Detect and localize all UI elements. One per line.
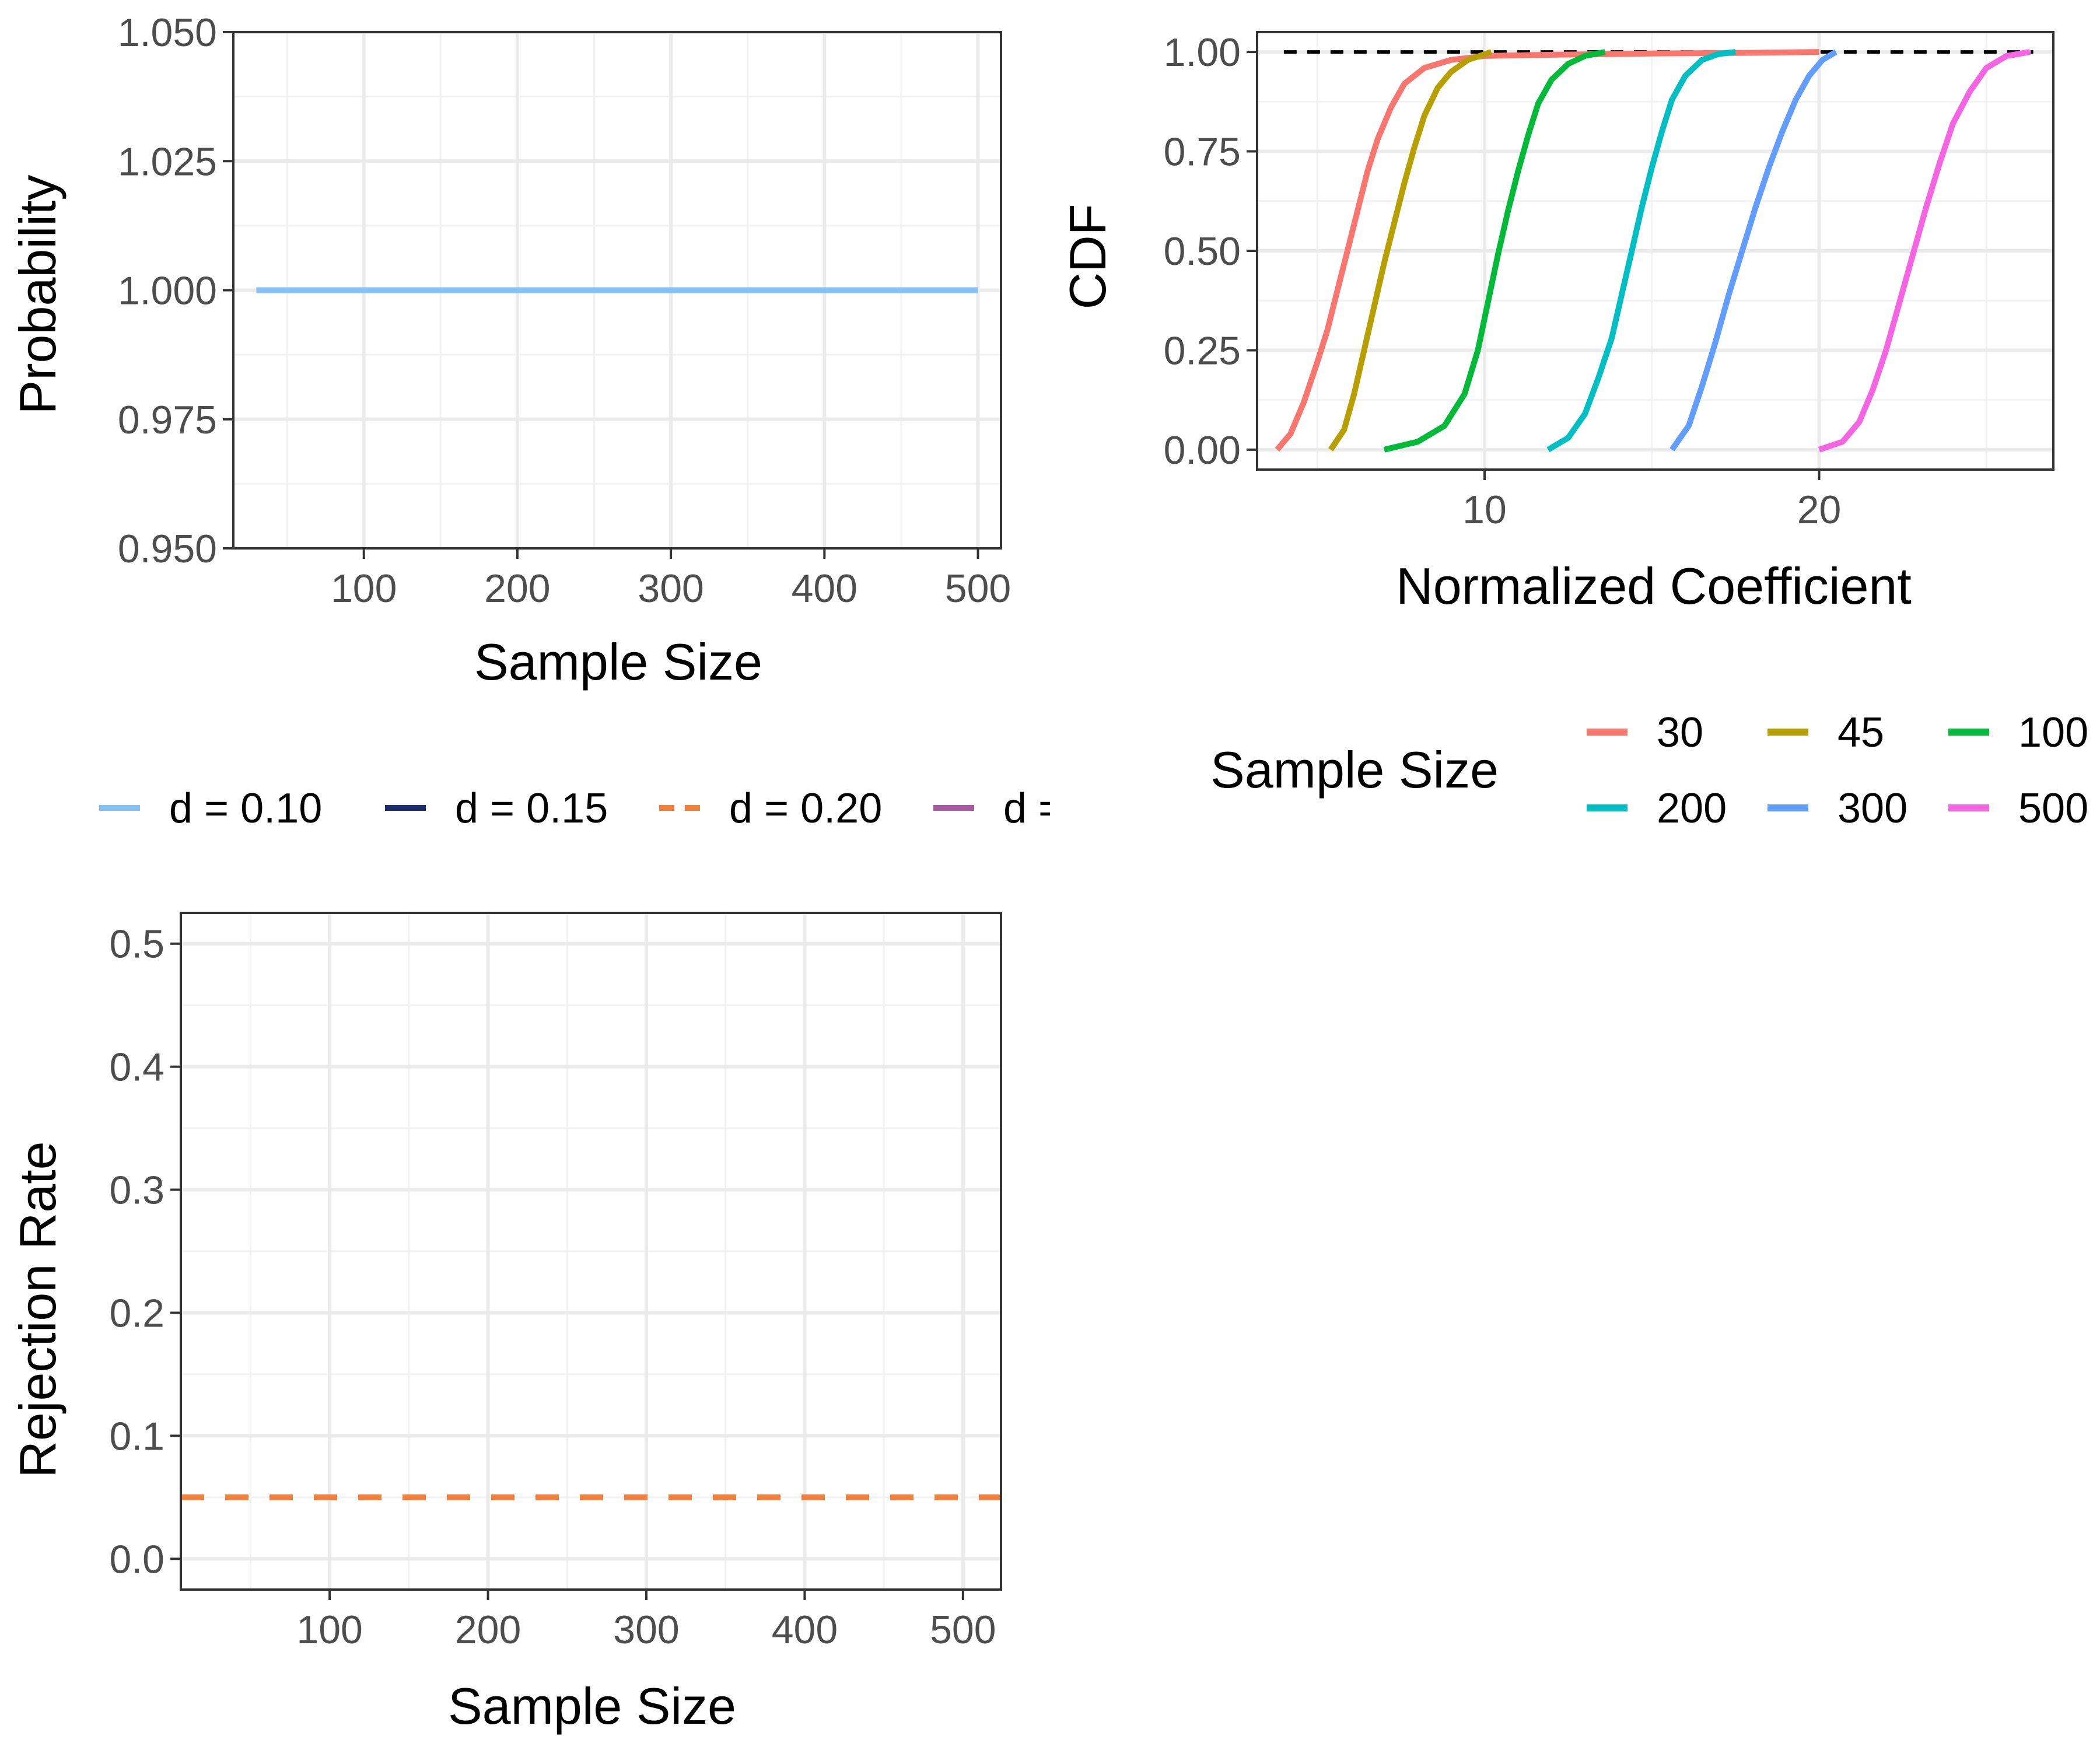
y-tick-label: 0.5	[109, 922, 164, 967]
sample-size-legend-label: 200	[1657, 785, 1727, 832]
y-tick-label: 0.975	[118, 398, 217, 442]
series-line-300	[1670, 49, 1838, 452]
rejection-rate-panel: 0.0 0.1 0.2 0.3 0.4 0.5 100 200 300 400 500 Sampl…	[9, 912, 1002, 1735]
series-line-200	[1546, 49, 1736, 453]
x-tick-label: 200	[484, 566, 550, 611]
d-legend-label: d =	[1003, 785, 1063, 832]
x-tick-label: 300	[613, 1608, 679, 1652]
y-tick-label: 0.25	[1164, 328, 1241, 373]
sample-size-legend-label: 30	[1657, 709, 1703, 756]
sample-size-legend-label: 100	[2018, 709, 2088, 756]
y-tick-label: 0.75	[1164, 130, 1241, 174]
y-tick-label: 0.1	[109, 1414, 164, 1458]
y-tick-label: 1.025	[118, 139, 217, 184]
series-line-500	[1818, 49, 2031, 453]
y-tick-label: 0.00	[1164, 428, 1241, 473]
x-tick-label: 200	[455, 1608, 521, 1652]
d-legend-label: d = 0.15	[455, 785, 608, 832]
y-tick-label: 0.3	[109, 1168, 164, 1213]
sample-size-legend: Sample Size 30 45 100 200 300 500	[1210, 709, 2088, 832]
x-tick-label: 500	[945, 566, 1011, 611]
x-tick-label: 10	[1462, 488, 1507, 532]
x-tick-label: 300	[638, 566, 704, 611]
rejection-rate-y-axis-title: Rejection Rate	[9, 1141, 66, 1478]
y-tick-label: 0.2	[109, 1291, 164, 1335]
rejection-rate-plot-frame	[180, 912, 1002, 1591]
sample-size-legend-label: 45	[1838, 709, 1884, 756]
probability-panel: 0.950 0.975 1.000 1.025 1.050 100 200 300 400 50…	[9, 10, 1011, 691]
d-legend-label: d = 0.10	[169, 785, 322, 832]
rejection-rate-x-axis-title: Sample Size	[448, 1677, 736, 1735]
y-tick-label: 1.00	[1164, 30, 1241, 75]
y-tick-label: 1.000	[118, 269, 217, 313]
d-legend: d = 0.10 d = 0.15 d = 0.20 d =	[99, 785, 1063, 832]
x-tick-label: 400	[772, 1608, 838, 1652]
y-tick-label: 0.4	[109, 1045, 164, 1090]
cdf-y-axis-title: CDF	[1059, 204, 1116, 310]
cdf-panel: 0.00 0.25 0.50 0.75 1.00 10 20 Normalized Coe…	[1059, 30, 2054, 615]
sample-size-legend-label: 300	[1838, 785, 1908, 832]
x-tick-label: 100	[331, 566, 397, 611]
probability-x-axis-title: Sample Size	[474, 633, 762, 691]
x-tick-label: 400	[792, 566, 858, 611]
y-tick-label: 1.050	[118, 10, 217, 55]
x-tick-label: 500	[930, 1608, 996, 1652]
series-line-30	[1275, 49, 1819, 452]
d-legend-label: d = 0.20	[729, 785, 882, 832]
y-tick-label: 0.0	[109, 1537, 164, 1581]
sample-size-legend-title: Sample Size	[1210, 741, 1499, 799]
x-tick-label: 20	[1797, 488, 1842, 532]
series-line-45	[1328, 49, 1493, 452]
y-tick-label: 0.50	[1164, 229, 1241, 274]
y-tick-label: 0.950	[118, 527, 217, 571]
cdf-x-axis-title: Normalized Coefficient	[1396, 557, 1912, 615]
sample-size-legend-label: 500	[2018, 785, 2088, 832]
probability-y-axis-title: Probability	[9, 175, 66, 415]
series-line-100	[1383, 49, 1606, 453]
x-tick-label: 100	[296, 1608, 362, 1652]
